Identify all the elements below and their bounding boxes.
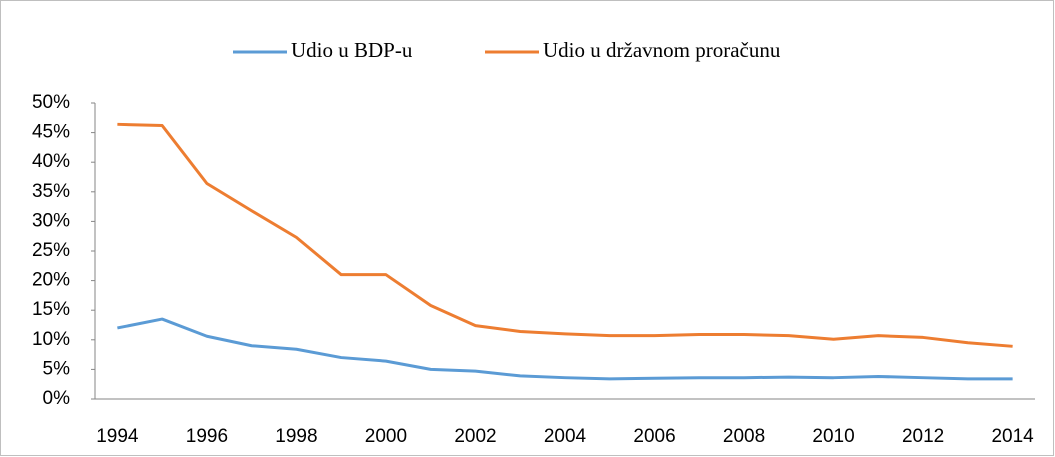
y-tick-label: 10%: [32, 329, 70, 350]
y-tick-label: 5%: [43, 358, 71, 379]
y-tick-label: 25%: [32, 240, 70, 261]
series-line: [117, 317, 1013, 381]
y-tick-label: 40%: [32, 151, 70, 172]
y-tick-label: 15%: [32, 299, 70, 320]
x-tick-label: 1998: [275, 426, 317, 447]
y-tick-label: 0%: [43, 388, 71, 409]
y-tick-label: 50%: [32, 92, 70, 113]
x-tick-label: 1996: [186, 426, 228, 447]
x-tick-label: 2000: [365, 426, 407, 447]
y-tick-label: 30%: [32, 210, 70, 231]
x-tick-label: 1994: [96, 426, 139, 447]
y-tick-label: 45%: [32, 122, 70, 143]
y-tick-label: 20%: [32, 270, 70, 291]
x-tick-label: 2006: [633, 426, 675, 447]
legend-label: Udio u državnom proračunu: [543, 38, 781, 62]
series-line: [117, 122, 1013, 348]
legend-label: Udio u BDP-u: [291, 38, 413, 62]
x-tick-label: 2004: [544, 426, 587, 447]
x-tick-label: 2008: [723, 426, 765, 447]
x-tick-label: 2014: [991, 426, 1034, 447]
x-tick-label: 2012: [902, 426, 944, 447]
x-tick-label: 2002: [454, 426, 496, 447]
y-tick-label: 35%: [32, 181, 70, 202]
x-tick-label: 2010: [812, 426, 854, 447]
